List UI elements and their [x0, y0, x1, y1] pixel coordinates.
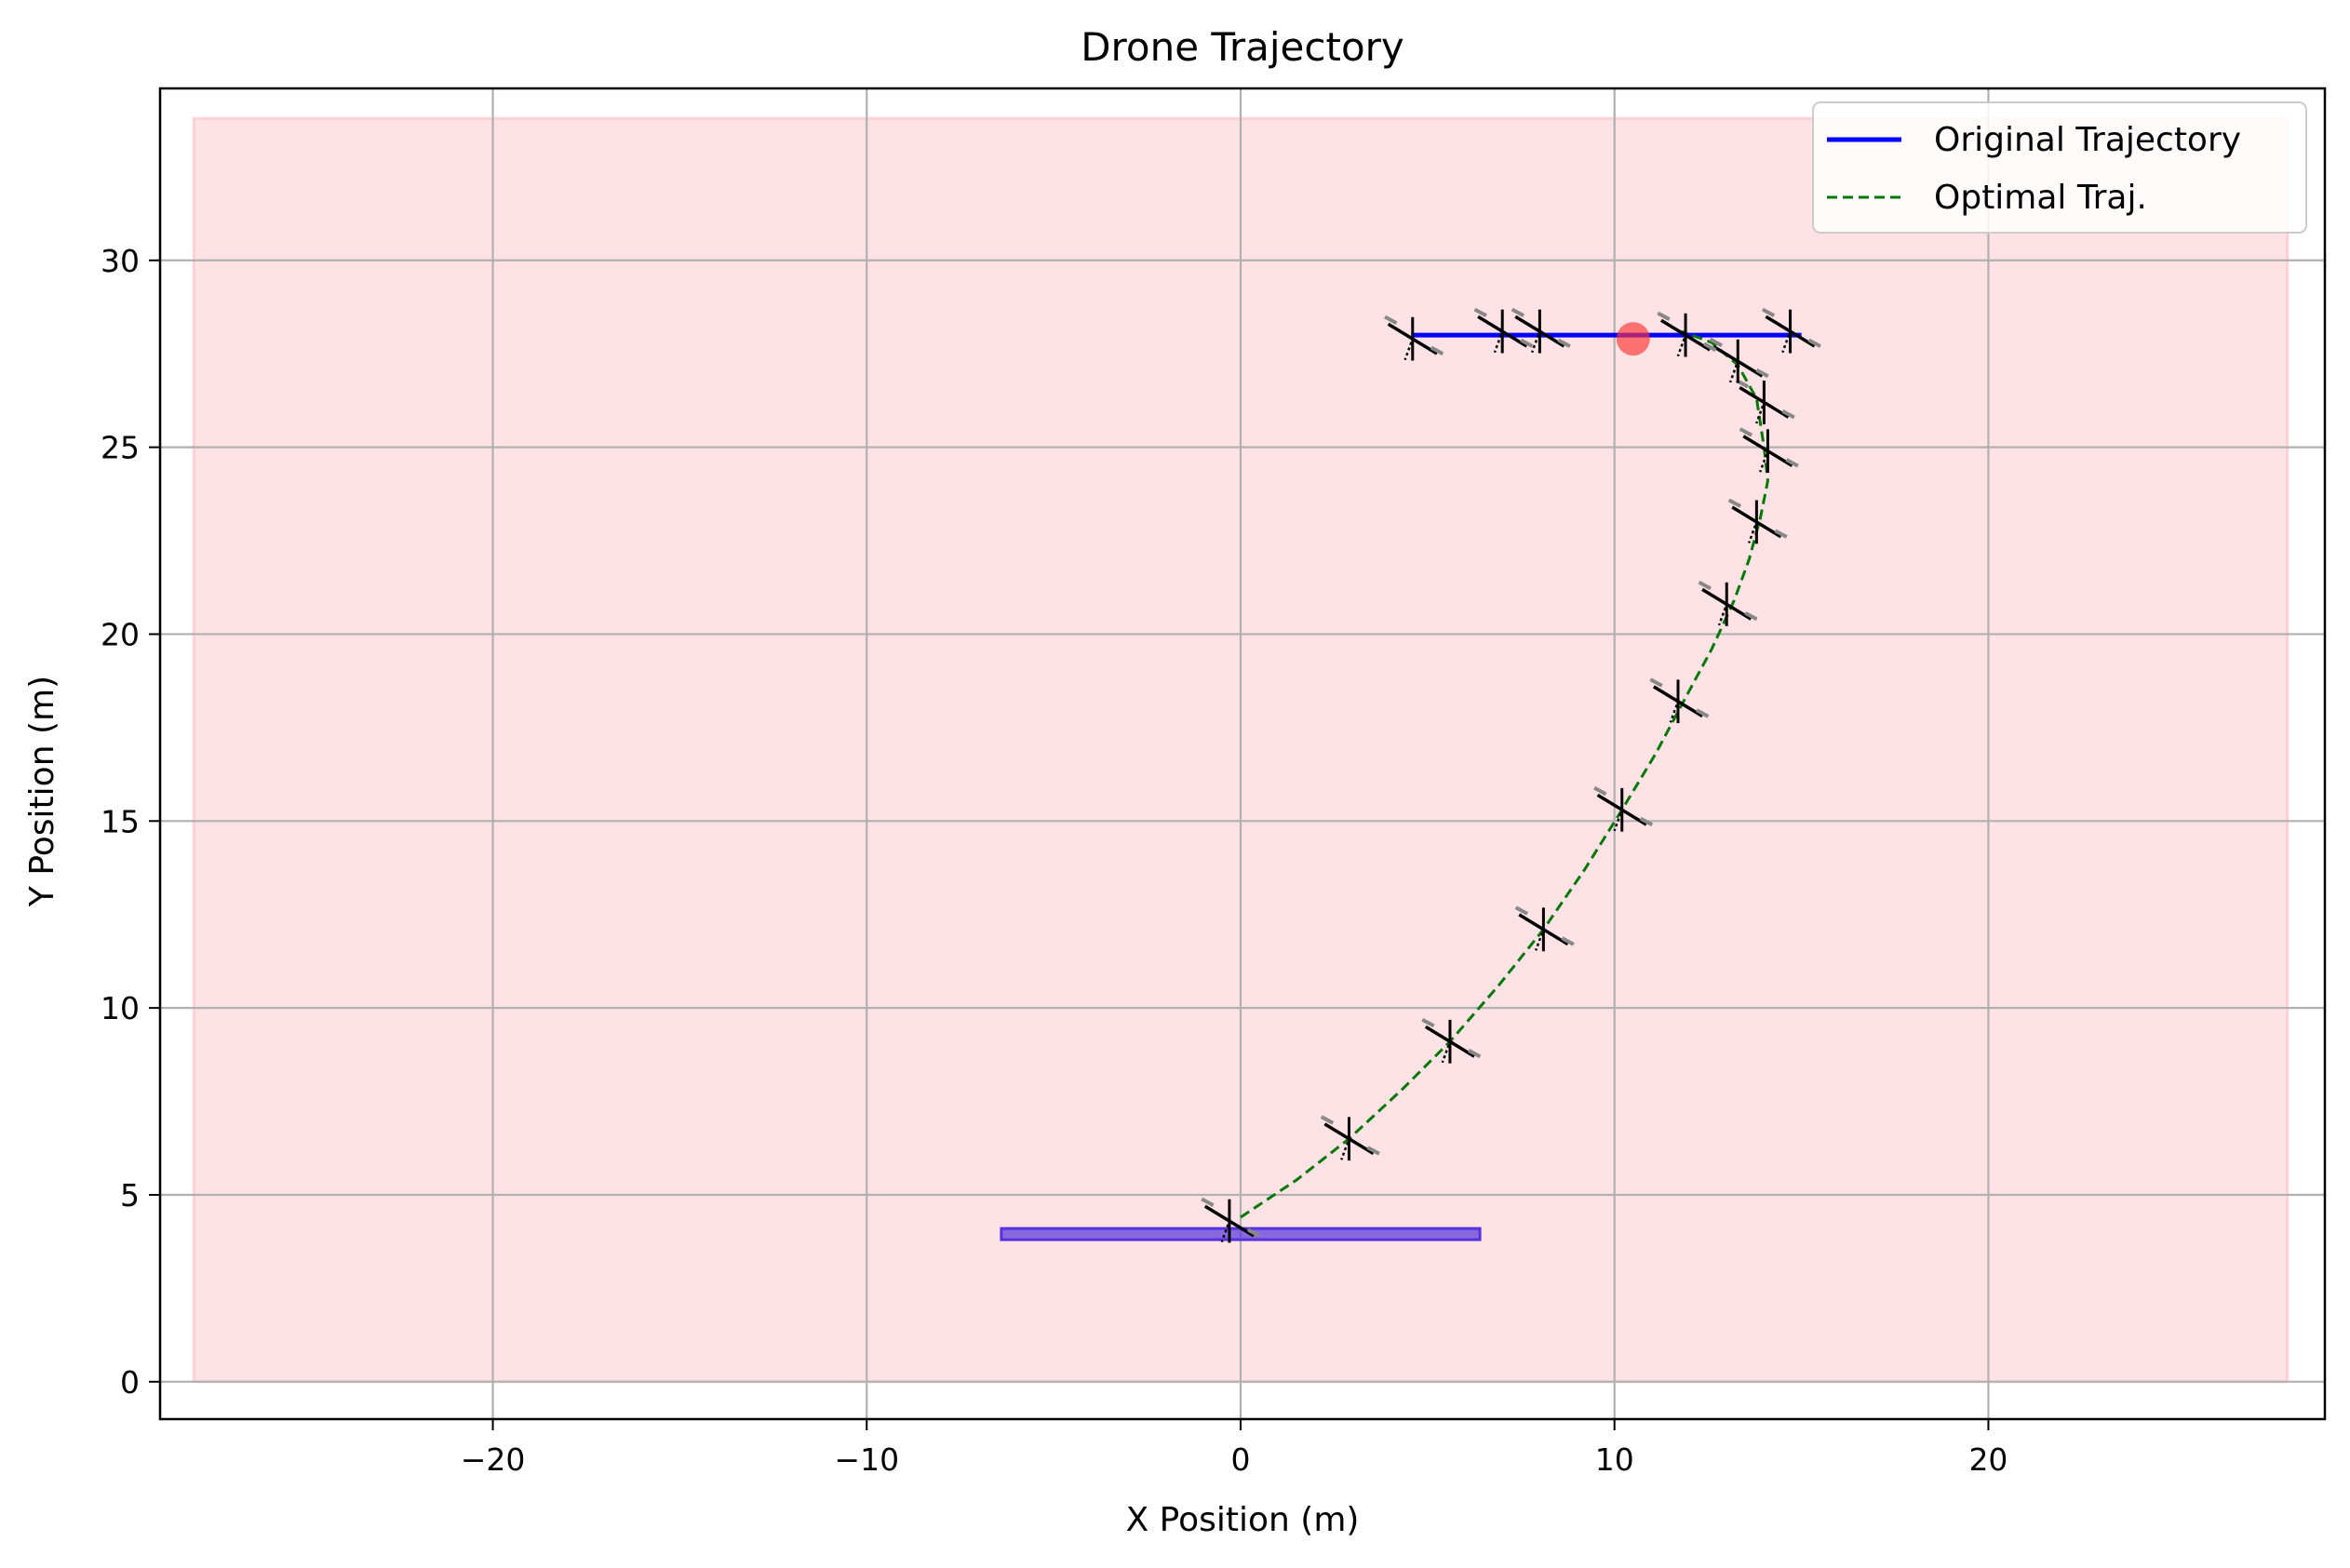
drone-marker [1739, 427, 1799, 474]
legend-label: Optimal Traj. [1934, 179, 2147, 217]
target-marker [1616, 322, 1650, 356]
drone-rotor [1514, 905, 1529, 916]
drone-rotor [1473, 307, 1487, 317]
x-tick-label: 0 [1230, 1441, 1250, 1478]
drone-rotor [1709, 337, 1723, 348]
drone-arm [1620, 787, 1624, 832]
drone-rotor [1421, 1017, 1435, 1028]
y-tick-label: 5 [120, 1177, 140, 1213]
start-platform [1000, 1226, 1482, 1241]
legend-box [1812, 101, 2307, 234]
drone-rotor [1696, 708, 1710, 718]
drone-arm [1541, 907, 1545, 952]
drone-rotor [1727, 498, 1742, 508]
drone-rotor [1384, 315, 1398, 325]
y-tick-label: 20 [101, 616, 140, 652]
x-tick-label: 10 [1595, 1441, 1634, 1478]
drone-rotor [1639, 816, 1654, 827]
legend-label: Original Trajectory [1934, 121, 2241, 159]
drone-marker [1201, 1197, 1261, 1243]
drone-arm [1725, 582, 1728, 626]
drone-marker [1735, 379, 1795, 424]
drone-marker [1657, 311, 1717, 357]
drone-marker [1514, 905, 1575, 952]
drone-arm [1789, 309, 1793, 354]
drone-rotor [1657, 311, 1671, 321]
y-tick-label: 10 [101, 990, 140, 1026]
x-tick-label: −10 [834, 1441, 899, 1478]
drone-arm [1676, 679, 1680, 724]
drone-marker [1320, 1115, 1380, 1161]
drone-rotor [1366, 1146, 1380, 1156]
drone-arm [1736, 339, 1739, 383]
drone-arm [1411, 316, 1415, 361]
drone-rotor [1557, 338, 1571, 348]
drone-rotor [1774, 529, 1788, 539]
drone-arm [1347, 1117, 1350, 1161]
drone-arm [1684, 313, 1687, 357]
x-tick-label: −20 [461, 1441, 526, 1478]
drone-marker [1727, 498, 1788, 544]
drone-rotor [1430, 345, 1444, 355]
optimal-trajectory-line [1240, 329, 1769, 1219]
drone-rotor [1561, 936, 1575, 946]
drone-arm [1228, 1199, 1231, 1243]
drone-rotor [1511, 307, 1525, 317]
drone-marker [1698, 580, 1758, 626]
drone-marker [1593, 785, 1654, 832]
drone-rotor [1785, 458, 1799, 468]
drone-arm [1754, 500, 1758, 544]
drone-rotor [1246, 1227, 1261, 1238]
drone-rotor [1520, 338, 1534, 348]
y-tick-label: 15 [101, 803, 140, 839]
drone-rotor [1468, 1048, 1482, 1059]
drone-arm [1500, 309, 1504, 354]
drone-marker [1421, 1017, 1482, 1064]
drone-marker [1384, 315, 1444, 361]
drone-marker [1473, 307, 1534, 354]
drone-rotor [1807, 338, 1821, 348]
y-tick-label: 25 [101, 430, 140, 466]
drone-rotor [1703, 342, 1717, 352]
drone-arm [1538, 309, 1541, 354]
drone-marker [1649, 677, 1710, 724]
drone-rotor [1593, 785, 1607, 797]
y-axis-label: Y Position (m) [23, 676, 61, 907]
axes-frame [158, 87, 2327, 1421]
drone-rotor [1761, 307, 1776, 317]
x-tick-label: 20 [1968, 1441, 2008, 1478]
drone-marker [1511, 307, 1571, 354]
x-axis-label: X Position (m) [1126, 1501, 1360, 1539]
drone-rotor [1320, 1115, 1335, 1125]
drone-marker [1761, 307, 1821, 354]
drone-marker [1709, 337, 1769, 383]
drone-rotor [1649, 677, 1663, 688]
drone-rotor [1698, 580, 1712, 591]
drone-arm [1448, 1019, 1452, 1064]
drone-arm [1762, 381, 1766, 424]
drone-rotor [1739, 427, 1753, 437]
drone-rotor [1744, 610, 1758, 622]
drone-rotor [1201, 1197, 1215, 1207]
drone-rotor [1755, 368, 1769, 379]
y-tick-label: 30 [101, 243, 140, 279]
y-tick-label: 0 [120, 1364, 140, 1400]
chart-title: Drone Trajectory [1081, 24, 1404, 70]
legend: Original Trajectory Optimal Traj. [1812, 101, 2307, 234]
drone-rotor [1781, 409, 1795, 420]
plot-area: −20 −10 0 10 20 0 5 10 15 20 25 30 [101, 87, 2327, 1478]
drone-arm [1766, 429, 1769, 474]
